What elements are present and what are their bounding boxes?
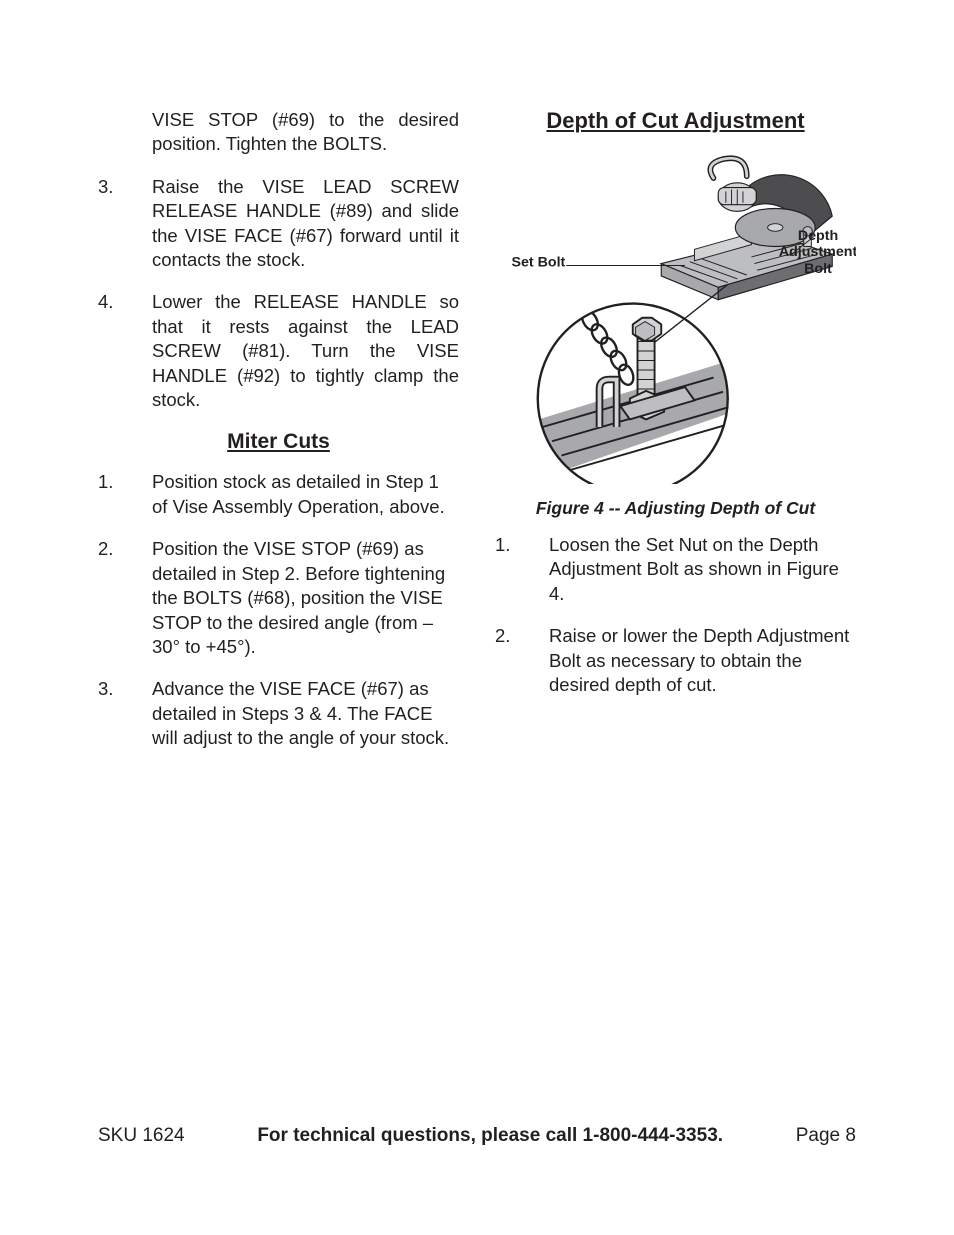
footer-support-line: For technical questions, please call 1-8… — [257, 1125, 723, 1147]
list-text: Position the VISE STOP (#69) as detailed… — [152, 537, 459, 659]
depth-adjustment-list: 1. Loosen the Set Nut on the Depth Adjus… — [495, 533, 856, 697]
list-item: 4. Lower the RELEASE HANDLE so that it r… — [98, 290, 459, 412]
page-footer: SKU 1624 For technical questions, please… — [98, 1125, 856, 1147]
list-number: 2. — [98, 537, 152, 659]
list-number: 3. — [98, 677, 152, 750]
list-item: 2. Position the VISE STOP (#69) as detai… — [98, 537, 459, 659]
callout-line: Depth — [775, 228, 856, 244]
list-item: 3. Advance the VISE FACE (#67) as detail… — [98, 677, 459, 750]
figure-4: Set Bolt Depth Adjustment Bolt — [495, 142, 856, 484]
list-item: 3. Raise the VISE LEAD SCREW RELEASE HAN… — [98, 175, 459, 273]
figure-4-svg: Set Bolt Depth Adjustment Bolt — [495, 142, 856, 484]
list-item: VISE STOP (#69) to the desired position.… — [98, 108, 459, 157]
list-text: Raise or lower the Depth Adjustment Bolt… — [549, 624, 856, 697]
callout-line: Adjustment — [775, 244, 856, 260]
list-item: 1. Position stock as detailed in Step 1 … — [98, 470, 459, 519]
list-text: Position stock as detailed in Step 1 of … — [152, 470, 459, 519]
depth-adjustment-heading: Depth of Cut Adjustment — [495, 108, 856, 134]
callout-line: Bolt — [775, 260, 856, 276]
list-number: 4. — [98, 290, 152, 412]
list-item: 1. Loosen the Set Nut on the Depth Adjus… — [495, 533, 856, 606]
miter-cuts-heading: Miter Cuts — [98, 430, 459, 454]
callout-set-bolt: Set Bolt — [495, 254, 565, 270]
list-text: Advance the VISE FACE (#67) as detailed … — [152, 677, 459, 750]
list-number: 1. — [98, 470, 152, 519]
callout-depth-bolt: Depth Adjustment Bolt — [775, 228, 856, 277]
figure-4-caption: Figure 4 -- Adjusting Depth of Cut — [495, 498, 856, 519]
list-text: Loosen the Set Nut on the Depth Adjustme… — [549, 533, 856, 606]
left-column: VISE STOP (#69) to the desired position.… — [98, 108, 459, 769]
list-number: 1. — [495, 533, 549, 606]
two-column-layout: VISE STOP (#69) to the desired position.… — [98, 108, 856, 769]
list-item: 2. Raise or lower the Depth Adjustment B… — [495, 624, 856, 697]
page: VISE STOP (#69) to the desired position.… — [0, 0, 954, 1235]
list-text: Raise the VISE LEAD SCREW RELEASE HANDLE… — [152, 175, 459, 273]
list-text: Lower the RELEASE HANDLE so that it rest… — [152, 290, 459, 412]
right-column: Depth of Cut Adjustment — [495, 108, 856, 769]
list-number: 3. — [98, 175, 152, 273]
list-number — [98, 108, 152, 157]
list-text: VISE STOP (#69) to the desired position.… — [152, 108, 459, 157]
miter-cuts-list: 1. Position stock as detailed in Step 1 … — [98, 470, 459, 750]
list-number: 2. — [495, 624, 549, 697]
vise-continuation-list: VISE STOP (#69) to the desired position.… — [98, 108, 459, 412]
footer-page-number: Page 8 — [796, 1125, 856, 1147]
footer-sku: SKU 1624 — [98, 1125, 185, 1147]
